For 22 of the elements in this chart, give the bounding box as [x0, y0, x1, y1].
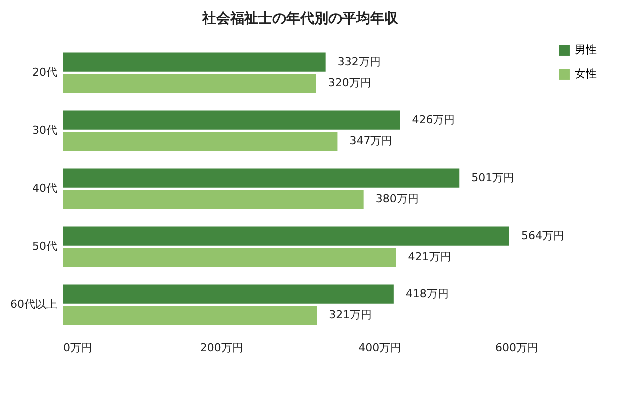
data-label: 501万円 [472, 171, 515, 184]
x-tick-label: 200万円 [200, 342, 244, 354]
y-tick-label: 30代 [32, 124, 58, 137]
x-tick-label: 0万円 [64, 342, 92, 354]
data-label: 347万円 [350, 134, 393, 148]
x-tick-label: 600万円 [496, 342, 538, 354]
data-label: 418万円 [406, 287, 449, 300]
data-label: 380万円 [376, 192, 419, 206]
data-label: 320万円 [328, 76, 372, 90]
data-label: 332万円 [338, 55, 381, 68]
y-tick-label: 60代以上 [10, 298, 58, 311]
legend-label: 男性 [575, 44, 597, 56]
y-tick-label: 40代 [32, 182, 58, 195]
data-label: 421万円 [408, 250, 452, 264]
chart-title: 社会福祉士の年代別の平均年収 [202, 10, 400, 27]
legend-label: 女性 [575, 68, 597, 80]
x-tick-label: 400万円 [358, 342, 402, 354]
y-tick-label: 50代 [32, 240, 58, 253]
data-label: 321万円 [329, 308, 372, 322]
data-label: 426万円 [412, 113, 456, 126]
y-tick-label: 20代 [32, 66, 58, 79]
data-label: 564万円 [522, 229, 564, 242]
